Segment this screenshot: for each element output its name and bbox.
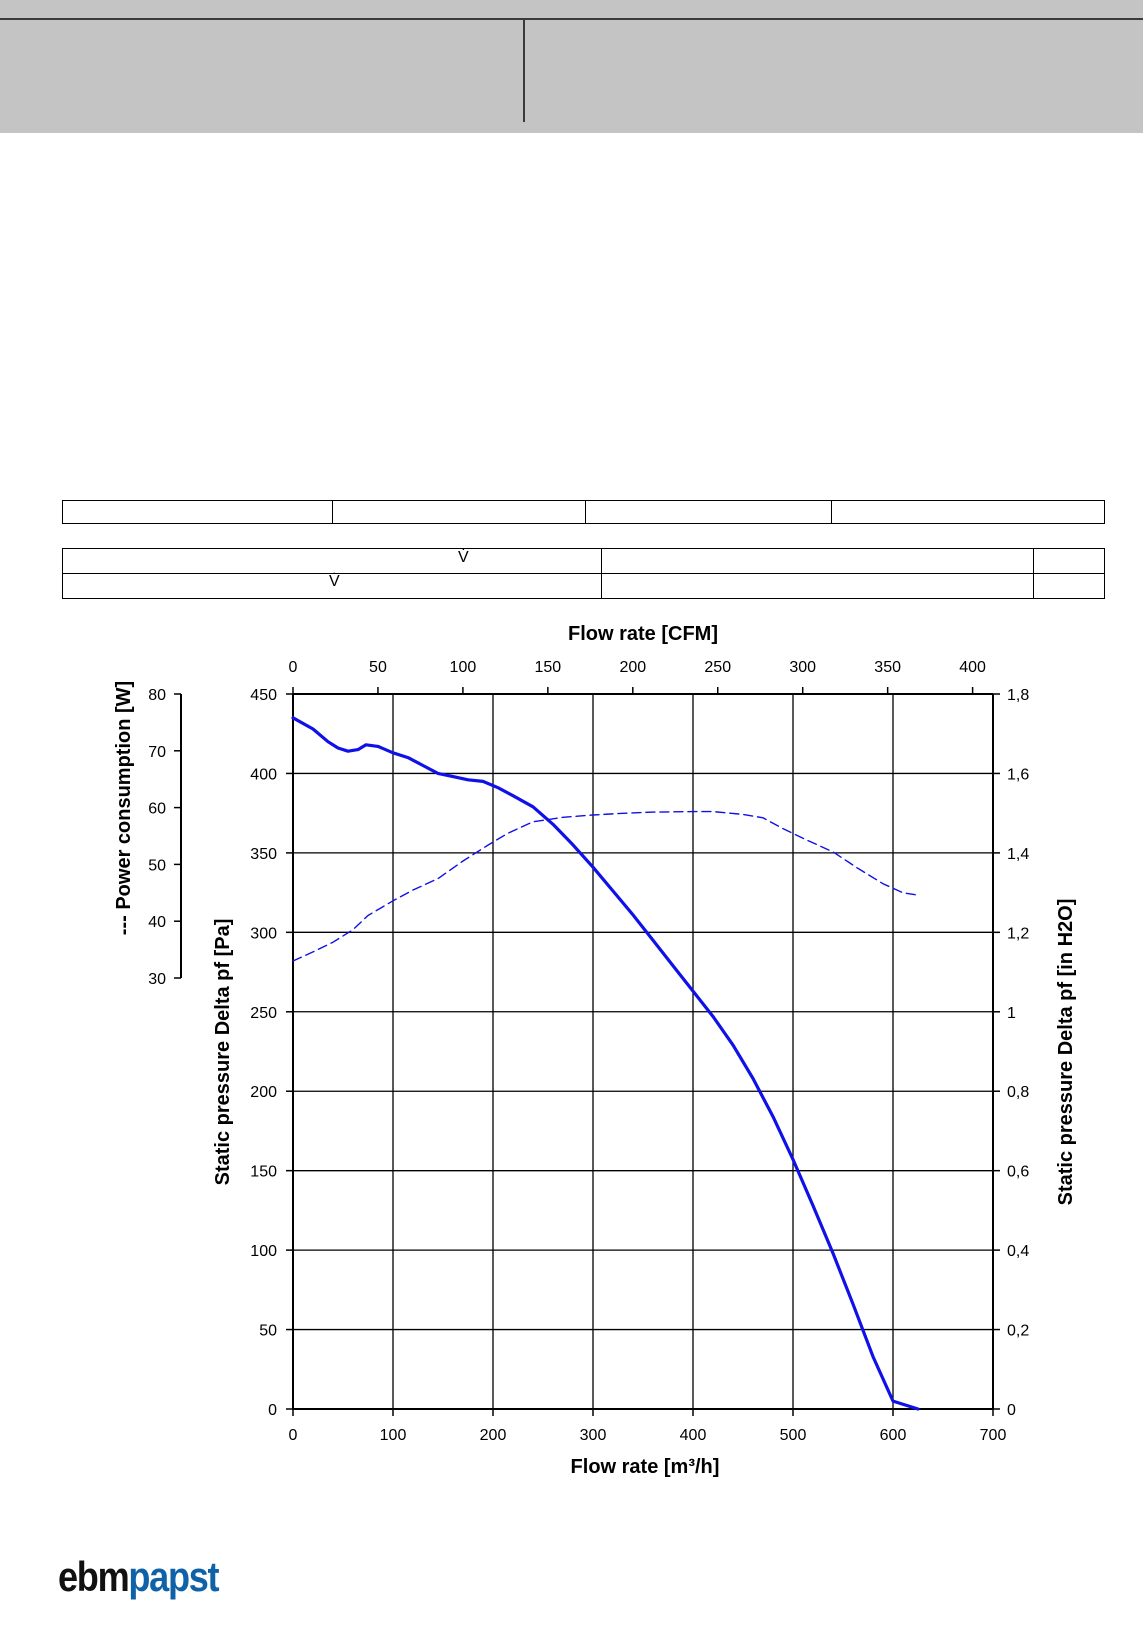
- tick-label-left: 50: [259, 1323, 277, 1340]
- bottom-axis-ticks: 0 100 200 300 400 500 600 700: [289, 1409, 1007, 1444]
- left-axis-ticks: 0 50 100 150 200 250 300 350 400 450: [250, 687, 293, 1419]
- right-axis-title: Static pressure Delta pf [in H2O]: [1055, 899, 1077, 1206]
- tick-label-bottom: 200: [480, 1427, 507, 1444]
- tick-label-right: 0,6: [1007, 1164, 1029, 1181]
- chart-series: [291, 716, 920, 1411]
- info-cell: [1033, 548, 1105, 574]
- performance-chart: 0 100 200 300 400 500 600 700 0 50 100 150 200 250 30…: [113, 623, 1077, 1478]
- logo-ebm: ebm: [58, 1553, 130, 1600]
- tick-label-power: 30: [148, 971, 166, 988]
- header-divider-vertical: [523, 19, 525, 122]
- info-cell: [62, 573, 602, 599]
- info-cell: [1033, 573, 1105, 599]
- tick-label-right: 1,6: [1007, 766, 1029, 783]
- tick-label-bottom: 100: [380, 1427, 407, 1444]
- tick-label-bottom: 0: [289, 1427, 298, 1444]
- tick-label-top: 150: [535, 659, 562, 676]
- flow-symbol: V̇: [329, 573, 340, 590]
- tick-label-right: 0,4: [1007, 1243, 1029, 1260]
- tick-label-right: 1,4: [1007, 846, 1029, 863]
- tick-label-power: 60: [148, 801, 166, 818]
- tick-label-top: 0: [289, 659, 298, 676]
- info-cell: [62, 500, 333, 524]
- info-cell: [831, 500, 1105, 524]
- tick-label-bottom: 700: [980, 1427, 1007, 1444]
- info-table-flow: [62, 548, 1105, 599]
- tick-label-top: 100: [450, 659, 477, 676]
- tick-label-right: 0,8: [1007, 1084, 1029, 1101]
- bottom-axis-title: Flow rate [m³/h]: [571, 1456, 720, 1478]
- static-pressure-line: [291, 716, 920, 1411]
- tick-label-right: 0: [1007, 1402, 1016, 1419]
- tick-label-right: 1,2: [1007, 925, 1029, 942]
- ebmpapst-logo: ebmpapst: [58, 1553, 220, 1600]
- top-axis-title: Flow rate [CFM]: [568, 623, 718, 645]
- tick-label-left: 300: [250, 925, 277, 942]
- tick-label-left: 400: [250, 766, 277, 783]
- header-divider-horizontal: [0, 18, 1143, 20]
- logo-papst: papst: [128, 1553, 219, 1600]
- tick-label-bottom: 500: [780, 1427, 807, 1444]
- plot-frame: [292, 693, 994, 1410]
- info-cell: [585, 500, 832, 524]
- right-axis-ticks: 0 0,2 0,4 0,6 0,8 1 1,2 1,4 1,6 1,8: [993, 687, 1029, 1419]
- tick-label-right: 0,2: [1007, 1323, 1029, 1340]
- tick-label-power: 50: [148, 857, 166, 874]
- info-cell: [332, 500, 586, 524]
- tick-label-top: 50: [369, 659, 387, 676]
- tick-label-power: 80: [148, 687, 166, 704]
- tick-label-top: 200: [619, 659, 646, 676]
- flow-symbol: V̇: [458, 549, 469, 566]
- header-bar: [0, 0, 1143, 133]
- tick-label-top: 300: [789, 659, 816, 676]
- info-cell: [62, 548, 602, 574]
- tick-label-bottom: 400: [680, 1427, 707, 1444]
- info-cell: [601, 548, 1034, 574]
- tick-label-right: 1: [1007, 1005, 1016, 1022]
- top-axis-ticks: 0 50 100 150 200 250 300 350 400: [289, 659, 986, 694]
- tick-label-power: 70: [148, 744, 166, 761]
- info-table-top: [62, 500, 1105, 524]
- tick-label-right: 1,8: [1007, 687, 1029, 704]
- tick-label-left: 350: [250, 846, 277, 863]
- info-cell: [601, 573, 1034, 599]
- power-consumption-line: [292, 810, 919, 962]
- tick-label-left: 450: [250, 687, 277, 704]
- tick-label-bottom: 600: [880, 1427, 907, 1444]
- tick-label-left: 200: [250, 1084, 277, 1101]
- tick-label-top: 400: [959, 659, 986, 676]
- chart-grid: [293, 694, 993, 1409]
- left-axis-title: Static pressure Delta pf [Pa]: [212, 919, 234, 1186]
- tick-label-bottom: 300: [580, 1427, 607, 1444]
- tick-label-top: 350: [874, 659, 901, 676]
- tick-label-left: 150: [250, 1164, 277, 1181]
- tick-label-left: 250: [250, 1005, 277, 1022]
- power-axis-ticks: 30 40 50 60 70 80: [148, 687, 182, 988]
- tick-label-left: 100: [250, 1243, 277, 1260]
- power-axis-title: --- Power consumption [W]: [113, 681, 135, 935]
- tick-label-left: 0: [268, 1402, 277, 1419]
- tick-label-top: 250: [704, 659, 731, 676]
- tick-label-power: 40: [148, 914, 166, 931]
